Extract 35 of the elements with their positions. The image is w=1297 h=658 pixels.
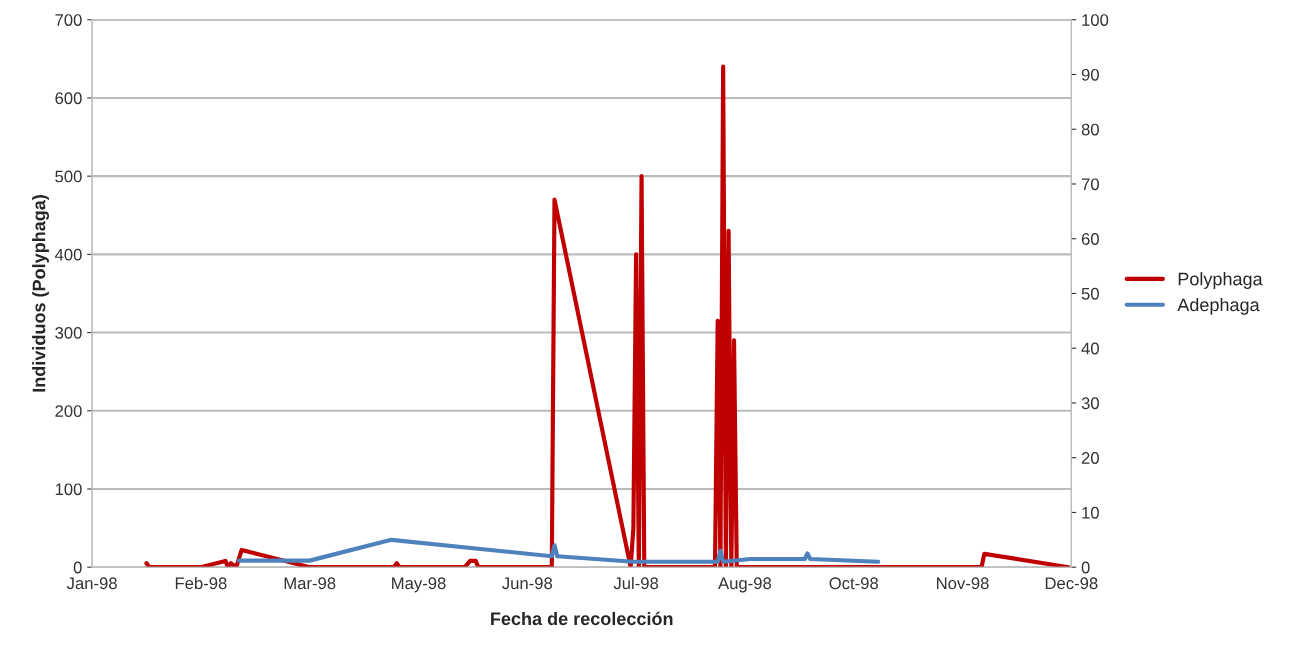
y2-tick-label: 90 [1081,68,1099,81]
line-series [144,64,1071,568]
y2-tick-label: 100 [1082,14,1109,26]
x-tick-label: Jan-98 [66,577,117,590]
y-axis-title: Individuos (Polyphaga) [32,195,49,392]
x-tick-label: Nov-98 [937,577,989,590]
x-tick-label: Aug-98 [718,577,772,593]
y2-tick-label: 80 [1081,123,1099,136]
y-tick-label: 600 [55,92,82,105]
y2-tick-label: 30 [1081,397,1099,410]
line-series [236,537,881,564]
legend-label: Adephaga [1177,297,1260,315]
x-tick-label: Feb-98 [175,576,227,590]
x-tick-label: Jun-98 [502,577,553,590]
y2-tick-label: 20 [1081,452,1099,464]
x-axis-title: Fecha de recolección [491,611,673,626]
y-tick-label: 200 [55,405,82,417]
y-tick-label: 400 [54,248,82,261]
legend-label: Polyphaga [1178,272,1263,289]
x-tick-label: May-98 [392,577,446,593]
y-tick-label: 500 [55,170,82,183]
y2-tick-label: 60 [1081,233,1099,245]
y-tick-label: 300 [55,326,82,339]
y2-tick-label: 10 [1082,506,1099,519]
y-tick-label: 0 [73,561,82,574]
x-tick-label: Oct-98 [829,577,878,590]
x-tick-label: Jul-98 [613,576,659,590]
x-tick-label: Mar-98 [284,577,336,590]
y2-tick-label: 70 [1081,178,1099,191]
y2-tick-label: 40 [1081,342,1099,355]
y2-tick-label: 50 [1081,287,1099,300]
y2-tick-label: 0 [1081,561,1090,574]
y-tick-label: 700 [55,14,82,26]
x-tick-label: Dec-98 [1045,577,1098,590]
y-tick-label: 100 [55,483,82,496]
